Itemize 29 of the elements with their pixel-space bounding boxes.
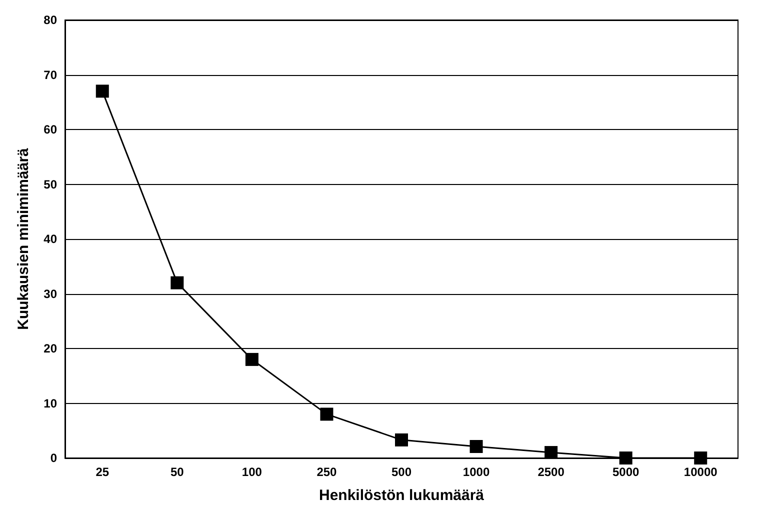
x-tick-label: 500 <box>391 465 412 479</box>
x-tick-label: 25 <box>96 465 110 479</box>
point <box>395 433 408 446</box>
y-tick-label: 80 <box>44 13 58 27</box>
point <box>320 408 334 421</box>
x-axis-title: Henkilöstön lukumäärä <box>318 487 485 504</box>
point <box>470 440 483 454</box>
y-tick-label: 60 <box>44 122 58 136</box>
x-tick-label: 250 <box>316 465 338 479</box>
y-tick-label: 70 <box>44 68 58 82</box>
point <box>619 452 632 464</box>
y-tick-label: 20 <box>44 342 58 356</box>
y-tick-label: 50 <box>44 177 58 192</box>
x-tick-label: 50 <box>170 465 184 479</box>
x-tick-label: 5000 <box>612 465 640 479</box>
x-tick-label: 2500 <box>538 465 565 479</box>
point <box>544 446 558 460</box>
point <box>96 84 109 98</box>
x-tick-label: 10000 <box>684 465 718 479</box>
x-tick-label: 100 <box>242 465 262 479</box>
point <box>694 452 708 464</box>
y-tick-label: 30 <box>44 286 58 301</box>
x-tick-label: 1000 <box>462 465 490 479</box>
point <box>245 352 258 366</box>
y-tick-label: 10 <box>44 396 58 410</box>
y-axis-title: Kuukausien minimimäärä <box>15 147 32 330</box>
y-tick-label: 0 <box>50 451 58 465</box>
y-tick-label: 40 <box>44 232 58 246</box>
point <box>170 276 184 290</box>
